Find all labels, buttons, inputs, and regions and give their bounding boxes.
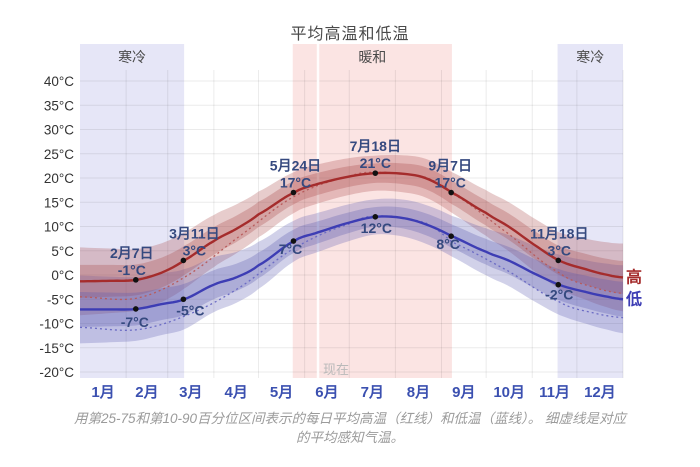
annotation-dot	[555, 257, 562, 264]
month-label-12: 12月	[584, 384, 616, 401]
month-label-8: 8月	[407, 384, 430, 401]
annotation-dot	[180, 257, 187, 264]
month-label-7: 7月	[361, 384, 384, 401]
annotation-low-value: 8°C	[436, 236, 460, 252]
annotation-high-value: -1°C	[118, 262, 146, 278]
annotation-high-value: 21°C	[360, 155, 391, 171]
annotation-high-value: 3°C	[548, 242, 572, 258]
annotation-dot	[290, 238, 297, 244]
low-axis-label: 低	[625, 289, 642, 308]
month-label-6: 6月	[315, 384, 338, 401]
y-tick-label: 20°C	[44, 171, 74, 186]
annotation-dot	[180, 296, 187, 303]
low-line	[79, 215, 624, 311]
month-label-4: 4月	[225, 384, 248, 401]
chart-caption: 用第25-75和第10-90百分位区间表示的每日平均高温（红线）和低温（蓝线）。…	[0, 409, 700, 447]
annotation-low-value: -5°C	[176, 302, 204, 318]
annotation-low-value: -7°C	[121, 314, 149, 330]
season-label-warm-1: 暖和	[358, 49, 386, 65]
y-tick-label: 15°C	[44, 195, 74, 210]
annotation-dot	[372, 170, 379, 176]
y-tick-label: -20°C	[39, 365, 74, 380]
low-perceived-dotted-line	[79, 215, 624, 331]
y-tick-label: 35°C	[44, 98, 74, 113]
annotation-date: 3月11日	[169, 225, 220, 241]
y-tick-label: 5°C	[51, 244, 74, 259]
annotation-date: 9月7日	[428, 158, 472, 174]
low-band-25-75	[80, 206, 623, 327]
chart-plot-area[interactable]	[80, 44, 623, 378]
annotation-date: 5月24日	[270, 158, 321, 174]
month-label-10: 10月	[493, 384, 525, 401]
season-band-cold-0	[80, 44, 185, 378]
annotation-date: 7月18日	[350, 138, 401, 154]
annotation-high-value: 3°C	[183, 242, 207, 258]
annotation-low-value: -2°C	[545, 287, 573, 303]
month-label-5: 5月	[270, 384, 293, 401]
y-tick-label: 30°C	[44, 123, 74, 138]
y-tick-label: -5°C	[47, 292, 74, 307]
annotation-dot	[372, 214, 379, 220]
month-label-11: 11月	[539, 384, 570, 401]
now-label: 现在	[323, 362, 349, 377]
season-band-cold-2	[557, 44, 623, 378]
month-label-9: 9月	[452, 384, 475, 401]
annotation-dot	[132, 277, 139, 283]
annotation-high-value: 17°C	[280, 175, 311, 191]
annotation-dot	[448, 233, 454, 239]
y-tick-label: 25°C	[44, 147, 74, 162]
caption-line-2: 的平均感知气温。	[296, 430, 404, 445]
annotation-dot	[132, 306, 139, 312]
y-tick-label: 40°C	[44, 74, 74, 89]
y-tick-label: -10°C	[39, 317, 74, 332]
annotation-high-value: 17°C	[435, 175, 466, 191]
annotation-low-value: 12°C	[361, 220, 392, 236]
high-axis-label: 高	[626, 267, 642, 286]
season-label-cold-0: 寒冷	[118, 49, 146, 65]
y-tick-label: 0°C	[51, 268, 74, 283]
caption-line-1: 用第25-75和第10-90百分位区间表示的每日平均高温（红线）和低温（蓝线）。…	[73, 411, 627, 426]
annotation-dot	[448, 189, 454, 196]
month-label-1: 1月	[91, 384, 114, 401]
month-label-3: 3月	[179, 384, 202, 401]
annotation-date: 11月18日	[530, 225, 588, 241]
chart-title: 平均高温和低温	[290, 26, 410, 43]
annotation-dot	[555, 281, 562, 288]
season-label-cold-2: 寒冷	[576, 49, 604, 65]
low-band-10-90	[80, 198, 623, 344]
annotation-dot	[290, 189, 297, 196]
annotation-low-value: 7°C	[279, 241, 303, 257]
y-tick-label: -15°C	[39, 341, 74, 356]
annotation-date: 2月7日	[110, 245, 154, 261]
high-line	[79, 171, 624, 283]
month-label-2: 2月	[135, 384, 158, 401]
y-tick-label: 10°C	[44, 220, 74, 235]
high-band-10-90	[80, 154, 623, 316]
